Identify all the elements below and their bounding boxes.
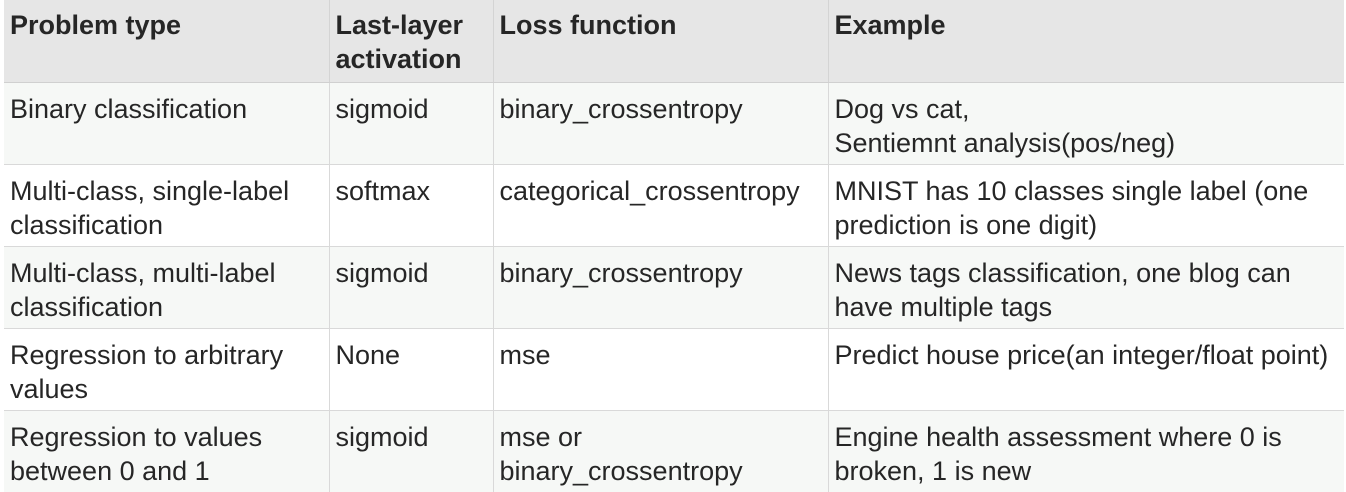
cell-problem-type: Regression to arbitrary values [4, 329, 329, 411]
table-row: Multi-class, multi-label classification … [4, 247, 1344, 329]
cell-example: Predict house price(an integer/float poi… [828, 329, 1344, 411]
cell-loss-function: categorical_crossentropy [493, 165, 828, 247]
cell-loss-function: mse [493, 329, 828, 411]
cell-example: Dog vs cat, Sentiemnt analysis(pos/neg) [828, 83, 1344, 165]
header-problem-type: Problem type [4, 0, 329, 83]
loss-function-table-container: Problem type Last-layer activation Loss … [0, 0, 1346, 472]
table-row: Regression to arbitrary values None mse … [4, 329, 1344, 411]
cell-problem-type: Regression to values between 0 and 1 [4, 411, 329, 492]
loss-function-table: Problem type Last-layer activation Loss … [4, 0, 1344, 492]
cell-problem-type: Binary classification [4, 83, 329, 165]
header-row: Problem type Last-layer activation Loss … [4, 0, 1344, 83]
table-body: Binary classification sigmoid binary_cro… [4, 83, 1344, 492]
cell-activation: softmax [329, 165, 493, 247]
cell-loss-function: binary_crossentropy [493, 247, 828, 329]
cell-activation: sigmoid [329, 83, 493, 165]
cell-example: News tags classification, one blog can h… [828, 247, 1344, 329]
table-header: Problem type Last-layer activation Loss … [4, 0, 1344, 83]
cell-activation: sigmoid [329, 411, 493, 492]
header-example: Example [828, 0, 1344, 83]
table-row: Binary classification sigmoid binary_cro… [4, 83, 1344, 165]
table-row: Multi-class, single-label classification… [4, 165, 1344, 247]
cell-problem-type: Multi-class, single-label classification [4, 165, 329, 247]
cell-loss-function: mse or binary_crossentropy [493, 411, 828, 492]
cell-activation: sigmoid [329, 247, 493, 329]
cell-loss-function: binary_crossentropy [493, 83, 828, 165]
cell-example: Engine health assessment where 0 is brok… [828, 411, 1344, 492]
header-last-layer-activation: Last-layer activation [329, 0, 493, 83]
cell-problem-type: Multi-class, multi-label classification [4, 247, 329, 329]
cell-activation: None [329, 329, 493, 411]
cell-example: MNIST has 10 classes single label (one p… [828, 165, 1344, 247]
header-loss-function: Loss function [493, 0, 828, 83]
table-row: Regression to values between 0 and 1 sig… [4, 411, 1344, 492]
